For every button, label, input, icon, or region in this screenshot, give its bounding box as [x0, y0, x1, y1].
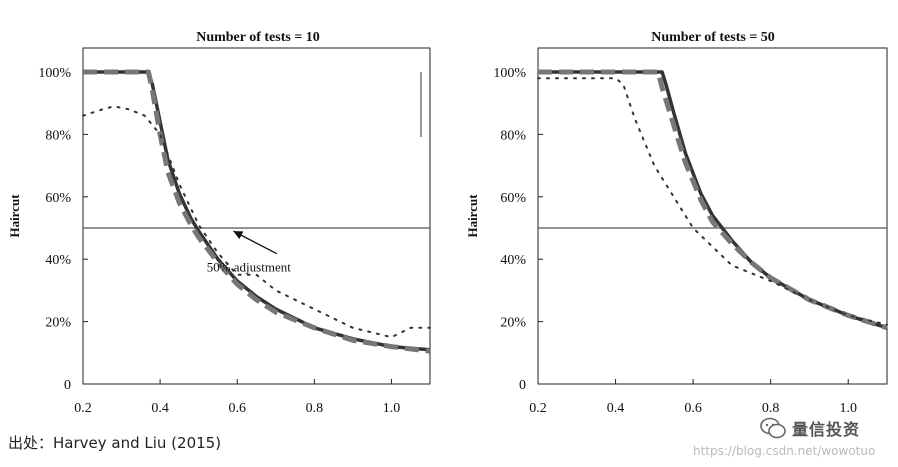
series-solid [538, 70, 888, 330]
y-tick-label: 80% [500, 128, 526, 143]
annotation-label: 50% adjustment [207, 260, 292, 275]
chart-title: Number of tests = 10 [196, 30, 320, 45]
y-tick-label: 80% [45, 128, 71, 143]
brand-badge: 量信投资 [760, 416, 860, 440]
y-tick-label: 0 [64, 378, 71, 393]
x-tick-label: 0.8 [306, 401, 324, 416]
y-axis-label: Haircut [465, 194, 480, 238]
source-caption: 出处：Harvey and Liu (2015) [8, 434, 222, 452]
x-tick-label: 0.2 [529, 401, 547, 416]
x-tick-label: 0.6 [684, 401, 702, 416]
y-tick-label: 60% [45, 191, 71, 206]
y-axis-label: Haircut [7, 194, 22, 238]
x-tick-label: 0.4 [607, 401, 625, 416]
chart-tests-50: Number of tests = 50 Haircut 0 20% 40% 60% 80%… [465, 30, 888, 416]
chart-title: Number of tests = 50 [651, 30, 775, 45]
x-tick-label: 0.6 [228, 401, 246, 416]
chart-tests-10: Number of tests = 10 Haircut 0 20% 40% 60% 80%… [7, 30, 431, 416]
series-solid [83, 70, 431, 352]
y-tick-label: 100% [493, 66, 526, 81]
watermark-url: https://blog.csdn.net/wowotuo [693, 444, 876, 458]
x-tick-label: 0.2 [74, 401, 92, 416]
plot-frame [537, 47, 888, 385]
annotation-arrowhead [233, 231, 244, 240]
wechat-icon [760, 417, 786, 439]
x-tick-label: 0.4 [151, 401, 169, 416]
y-tick-label: 20% [500, 316, 526, 331]
y-tick-label: 60% [500, 191, 526, 206]
brand-name: 量信投资 [792, 420, 861, 439]
y-tick-label: 100% [38, 66, 71, 81]
plot-frame [82, 47, 431, 385]
y-tick-label: 20% [45, 316, 71, 331]
y-tick-label: 40% [500, 253, 526, 268]
x-tick-label: 0.8 [762, 401, 780, 416]
series-dashed [538, 69, 888, 331]
y-tick-label: 0 [519, 378, 526, 393]
series-dotted [537, 77, 888, 326]
x-tick-label: 1.0 [383, 401, 401, 416]
series-dashed [83, 69, 431, 354]
y-tick-label: 40% [45, 253, 71, 268]
x-tick-label: 1.0 [839, 401, 857, 416]
